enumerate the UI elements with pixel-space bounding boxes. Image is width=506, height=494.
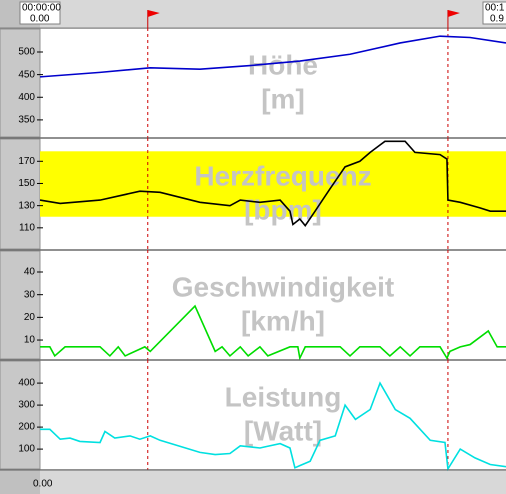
top-start: 0.00 [30, 14, 50, 25]
top-ruler [40, 0, 506, 28]
data-line [40, 304, 506, 361]
panel-title: Herzfrequenz [194, 160, 371, 191]
panel-title: Leistung [225, 381, 342, 412]
start-label-box [19, 1, 61, 25]
target-zone [40, 151, 506, 217]
data-line [39, 140, 506, 227]
y-tick-label: 300 [18, 400, 35, 411]
panel-unit: [m] [261, 83, 305, 114]
y-tick-label: 500 [18, 47, 35, 58]
data-line [40, 381, 506, 472]
y-tick-label: 400 [18, 378, 35, 389]
y-tick-label: 110 [19, 222, 35, 233]
plot-area [40, 29, 506, 137]
panel-unit: [km/h] [241, 305, 325, 336]
gutter [0, 360, 41, 470]
top-time: 00:00:00 [22, 3, 61, 14]
y-tick-label: 10 [24, 335, 36, 346]
y-tick-label: 450 [18, 69, 35, 80]
y-tick-label: 20 [24, 312, 36, 323]
data-line [39, 35, 506, 78]
y-tick-label: 350 [18, 115, 35, 126]
end-label-box [482, 1, 506, 25]
y-tick-label: 150 [18, 178, 35, 189]
flag [447, 10, 460, 17]
bottom-start: 0.00 [33, 479, 53, 490]
bottom-ruler [40, 470, 506, 494]
y-tick-label: 170 [18, 156, 35, 167]
top-end: 0.9 [490, 14, 504, 25]
plot-area [40, 361, 506, 469]
panel-title: Geschwindigkeit [172, 271, 395, 302]
gutter [0, 28, 41, 138]
y-tick-label: 40 [24, 267, 36, 278]
plot-area [40, 251, 506, 359]
top-end-time: 00:1 [485, 3, 505, 14]
y-tick-label: 100 [18, 444, 35, 455]
gutter [0, 250, 41, 360]
y-tick-label: 200 [18, 422, 35, 433]
y-tick-label: 30 [24, 289, 36, 300]
flag [147, 10, 160, 17]
y-tick-label: 400 [18, 92, 35, 103]
panel-unit: [Watt] [244, 415, 322, 446]
y-tick-label: 130 [18, 200, 35, 211]
panel-unit: [bpm] [244, 194, 322, 225]
